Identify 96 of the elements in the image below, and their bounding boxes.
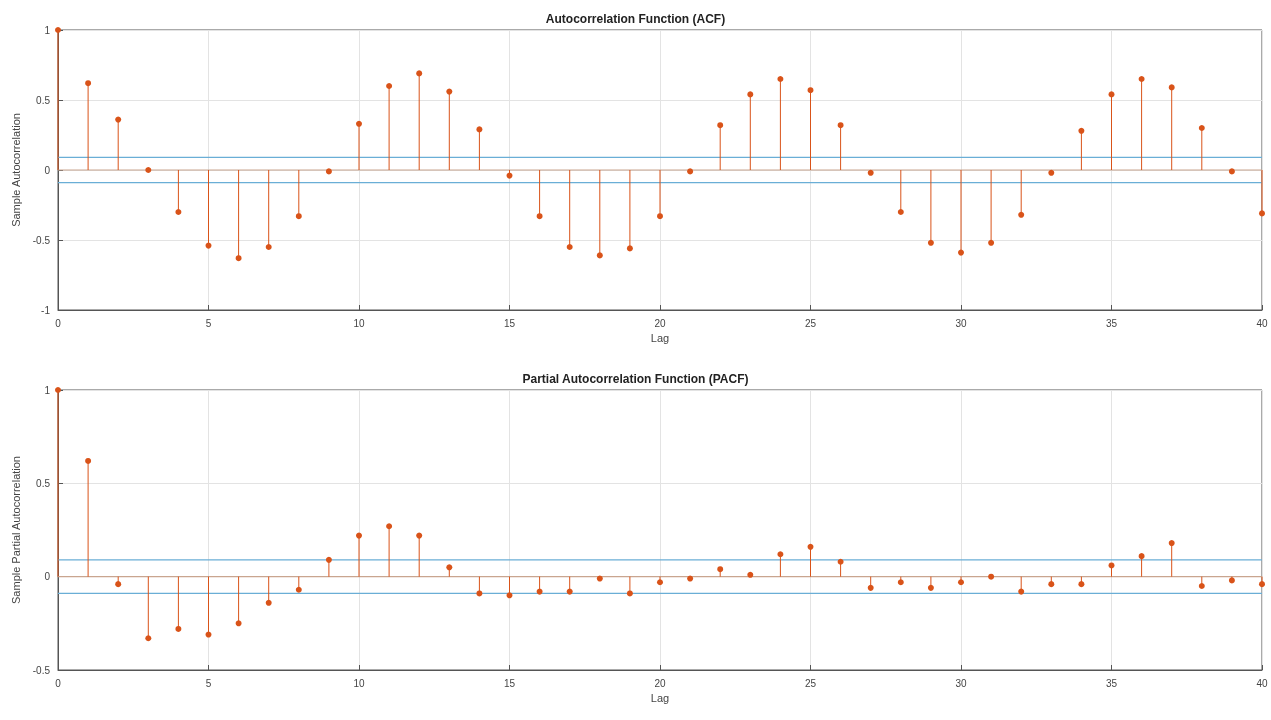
x-axis-title: Lag xyxy=(650,332,670,345)
point xyxy=(1138,553,1145,560)
point xyxy=(416,532,423,539)
point xyxy=(295,213,302,220)
x-tick-label: 0 xyxy=(55,317,62,329)
point xyxy=(837,122,844,129)
chart-title: Autocorrelation Function (ACF) xyxy=(545,12,726,26)
point xyxy=(1138,76,1145,82)
x-tick-label: 15 xyxy=(503,317,516,329)
point xyxy=(1198,125,1205,131)
x-tick-label: 35 xyxy=(1105,677,1118,689)
chart-title: Partial Autocorrelation Function (PACF) xyxy=(522,372,749,386)
x-tick-label: 5 xyxy=(205,317,212,329)
point xyxy=(205,631,212,638)
x-tick-label: 0 xyxy=(55,677,62,689)
point xyxy=(717,122,724,129)
point xyxy=(717,566,724,573)
point xyxy=(295,586,302,593)
x-tick-label: 30 xyxy=(955,677,967,689)
point xyxy=(85,80,92,87)
point xyxy=(837,558,844,565)
point xyxy=(386,83,393,89)
y-tick-label: -0.5 xyxy=(32,664,51,676)
point xyxy=(777,551,784,558)
x-tick-label: 30 xyxy=(955,317,967,329)
point xyxy=(657,213,663,220)
y-tick-label: -1 xyxy=(41,304,51,316)
x-tick-label: 40 xyxy=(1256,677,1268,689)
point xyxy=(386,523,393,530)
point xyxy=(235,620,242,627)
point xyxy=(1018,211,1025,218)
x-tick-label: 20 xyxy=(654,677,666,689)
y-tick-label: 0 xyxy=(44,164,51,176)
point xyxy=(205,242,212,249)
y-axis-title: Sample Autocorrelation xyxy=(10,113,23,227)
point xyxy=(446,88,453,95)
point xyxy=(1168,540,1175,547)
point xyxy=(807,87,814,94)
point xyxy=(356,532,362,539)
x-tick-label: 5 xyxy=(205,677,212,689)
point xyxy=(1078,127,1085,134)
point xyxy=(145,635,152,642)
point xyxy=(897,209,904,215)
point xyxy=(566,588,573,595)
point xyxy=(807,543,814,550)
point xyxy=(476,126,483,133)
point xyxy=(1108,562,1115,569)
point xyxy=(356,120,362,127)
x-tick-label: 25 xyxy=(804,317,817,329)
point xyxy=(988,239,995,246)
point xyxy=(265,244,272,250)
point xyxy=(927,584,934,591)
point xyxy=(566,244,573,250)
point xyxy=(747,91,754,98)
x-tick-label: 15 xyxy=(503,677,516,689)
point xyxy=(927,239,934,246)
point xyxy=(536,213,543,220)
point xyxy=(958,249,964,256)
x-tick-label: 20 xyxy=(654,317,666,329)
point xyxy=(1259,210,1265,217)
x-tick-label: 40 xyxy=(1256,317,1268,329)
point xyxy=(416,70,423,77)
y-axis-title: Sample Partial Autocorrelation xyxy=(10,456,23,604)
point xyxy=(1048,581,1055,588)
x-tick-label: 10 xyxy=(353,677,365,689)
y-tick-label: 0.5 xyxy=(36,477,51,489)
point xyxy=(446,564,453,571)
point xyxy=(536,588,543,595)
x-tick-label: 10 xyxy=(353,317,365,329)
point xyxy=(175,625,182,632)
point xyxy=(777,76,784,82)
point xyxy=(235,255,242,262)
y-tick-label: 0.5 xyxy=(36,94,51,106)
point xyxy=(1198,583,1205,589)
point xyxy=(115,581,122,588)
point xyxy=(626,590,633,597)
y-tick-label: 1 xyxy=(44,384,51,396)
y-tick-label: 0 xyxy=(44,571,51,583)
point xyxy=(175,209,182,215)
point xyxy=(1168,84,1175,91)
point xyxy=(265,599,272,606)
point xyxy=(867,584,874,591)
point xyxy=(1078,581,1085,588)
x-axis-title: Lag xyxy=(650,692,670,705)
y-tick-label: -0.5 xyxy=(32,234,51,246)
x-tick-label: 25 xyxy=(804,677,817,689)
point xyxy=(325,556,332,563)
y-tick-label: 1 xyxy=(44,24,51,36)
point xyxy=(476,590,483,597)
point xyxy=(115,116,122,123)
point xyxy=(596,252,603,259)
point xyxy=(1018,588,1025,595)
point xyxy=(1259,581,1265,588)
point xyxy=(85,457,92,464)
x-tick-label: 35 xyxy=(1105,317,1118,329)
point xyxy=(626,245,633,252)
